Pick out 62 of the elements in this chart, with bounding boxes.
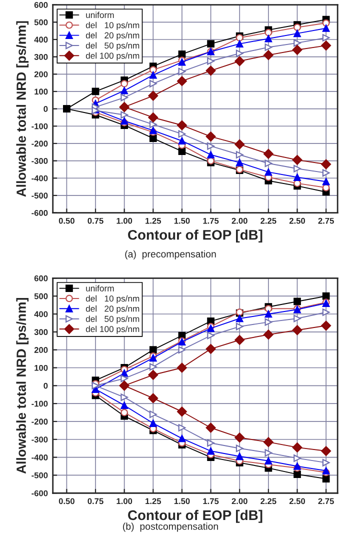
- x-tick-label: 2.50: [289, 498, 306, 504]
- y-tick-label: -300: [32, 158, 48, 164]
- x-tick-label: 2.75: [318, 218, 334, 224]
- legend-label: del 50 ps/nm: [86, 42, 140, 50]
- x-tick-label: 2.25: [260, 498, 276, 504]
- text: (a) precompensation: [125, 250, 216, 260]
- x-axis-title: Contour of EOP [dB]: [128, 510, 262, 523]
- x-tick-label: 2.75: [318, 498, 334, 504]
- y-axis-title: Allowable total NRD [ps/nm]: [16, 21, 29, 197]
- y-tick-label: -100: [32, 400, 48, 407]
- x-tick-label: 0.75: [88, 498, 104, 504]
- x-tick-label: 1.50: [174, 218, 190, 224]
- y-tick-label: 100: [34, 88, 48, 95]
- x-tick-label: 2.00: [232, 498, 248, 504]
- legend-label: del 50 ps/nm: [86, 316, 140, 324]
- legend-label: del 20 ps/nm: [86, 305, 140, 314]
- y-tick-label: 400: [34, 36, 48, 43]
- y-tick-label: 200: [34, 71, 48, 78]
- y-tick-label: -500: [32, 472, 48, 478]
- y-tick-label: -200: [32, 418, 48, 425]
- x-tick-label: 0.75: [88, 218, 104, 224]
- y-tick-label: 600: [34, 2, 48, 8]
- y-tick-label: 600: [34, 275, 48, 282]
- x-tick-label: 1.50: [174, 498, 190, 504]
- y-tick-label: 400: [34, 311, 48, 318]
- y-tick-label: 500: [34, 19, 48, 26]
- x-tick-label: 1.00: [116, 218, 132, 224]
- y-axis-title: Allowable total NRD [ps/nm]: [16, 298, 29, 474]
- text: (b) postcompensation: [123, 522, 218, 532]
- x-tick-label: 1.75: [203, 218, 219, 224]
- y-tick-label: 500: [34, 293, 48, 300]
- y-tick-label: 300: [34, 329, 48, 336]
- x-tick-label: 0.50: [58, 498, 74, 504]
- y-tick-label: -500: [32, 192, 48, 199]
- x-tick-label: 0.50: [58, 218, 74, 224]
- legend-label: del 100 ps/nm: [86, 326, 140, 334]
- y-tick-label: -100: [32, 123, 48, 130]
- y-tick-label: 300: [34, 54, 48, 60]
- x-tick-label: 1.25: [146, 498, 162, 504]
- y-tick-label: -400: [32, 175, 48, 182]
- y-tick-label: 0: [44, 382, 48, 389]
- x-tick-label: 1.25: [146, 218, 162, 224]
- x-tick-label: 2.00: [232, 218, 248, 224]
- y-tick-label: -600: [32, 490, 48, 496]
- legend-label: del 10 ps/nm: [86, 295, 140, 304]
- legend-label: uniform: [86, 12, 114, 18]
- y-tick-label: -200: [32, 140, 48, 147]
- y-tick-label: 100: [34, 364, 48, 371]
- x-tick-label: 1.00: [116, 498, 132, 504]
- legend-label: del 100 ps/nm: [86, 52, 140, 60]
- y-tick-label: 200: [34, 347, 48, 353]
- x-tick-label: 2.50: [289, 218, 306, 224]
- legend-label: del 20 ps/nm: [86, 32, 140, 40]
- x-axis-title: Contour of EOP [dB]: [128, 230, 262, 243]
- y-tick-label: -400: [32, 454, 48, 460]
- y-tick-label: -600: [32, 210, 48, 216]
- y-tick-label: 0: [44, 106, 48, 112]
- y-tick-label: -300: [32, 436, 48, 442]
- x-tick-label: 2.25: [260, 218, 276, 224]
- legend-label: del 10 ps/nm: [86, 22, 140, 30]
- x-tick-label: 1.75: [203, 498, 219, 504]
- legend-label: uniform: [86, 285, 114, 292]
